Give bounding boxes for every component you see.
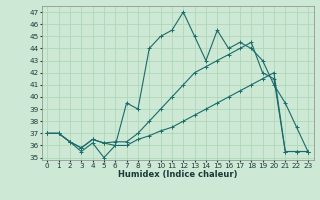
X-axis label: Humidex (Indice chaleur): Humidex (Indice chaleur) (118, 170, 237, 179)
